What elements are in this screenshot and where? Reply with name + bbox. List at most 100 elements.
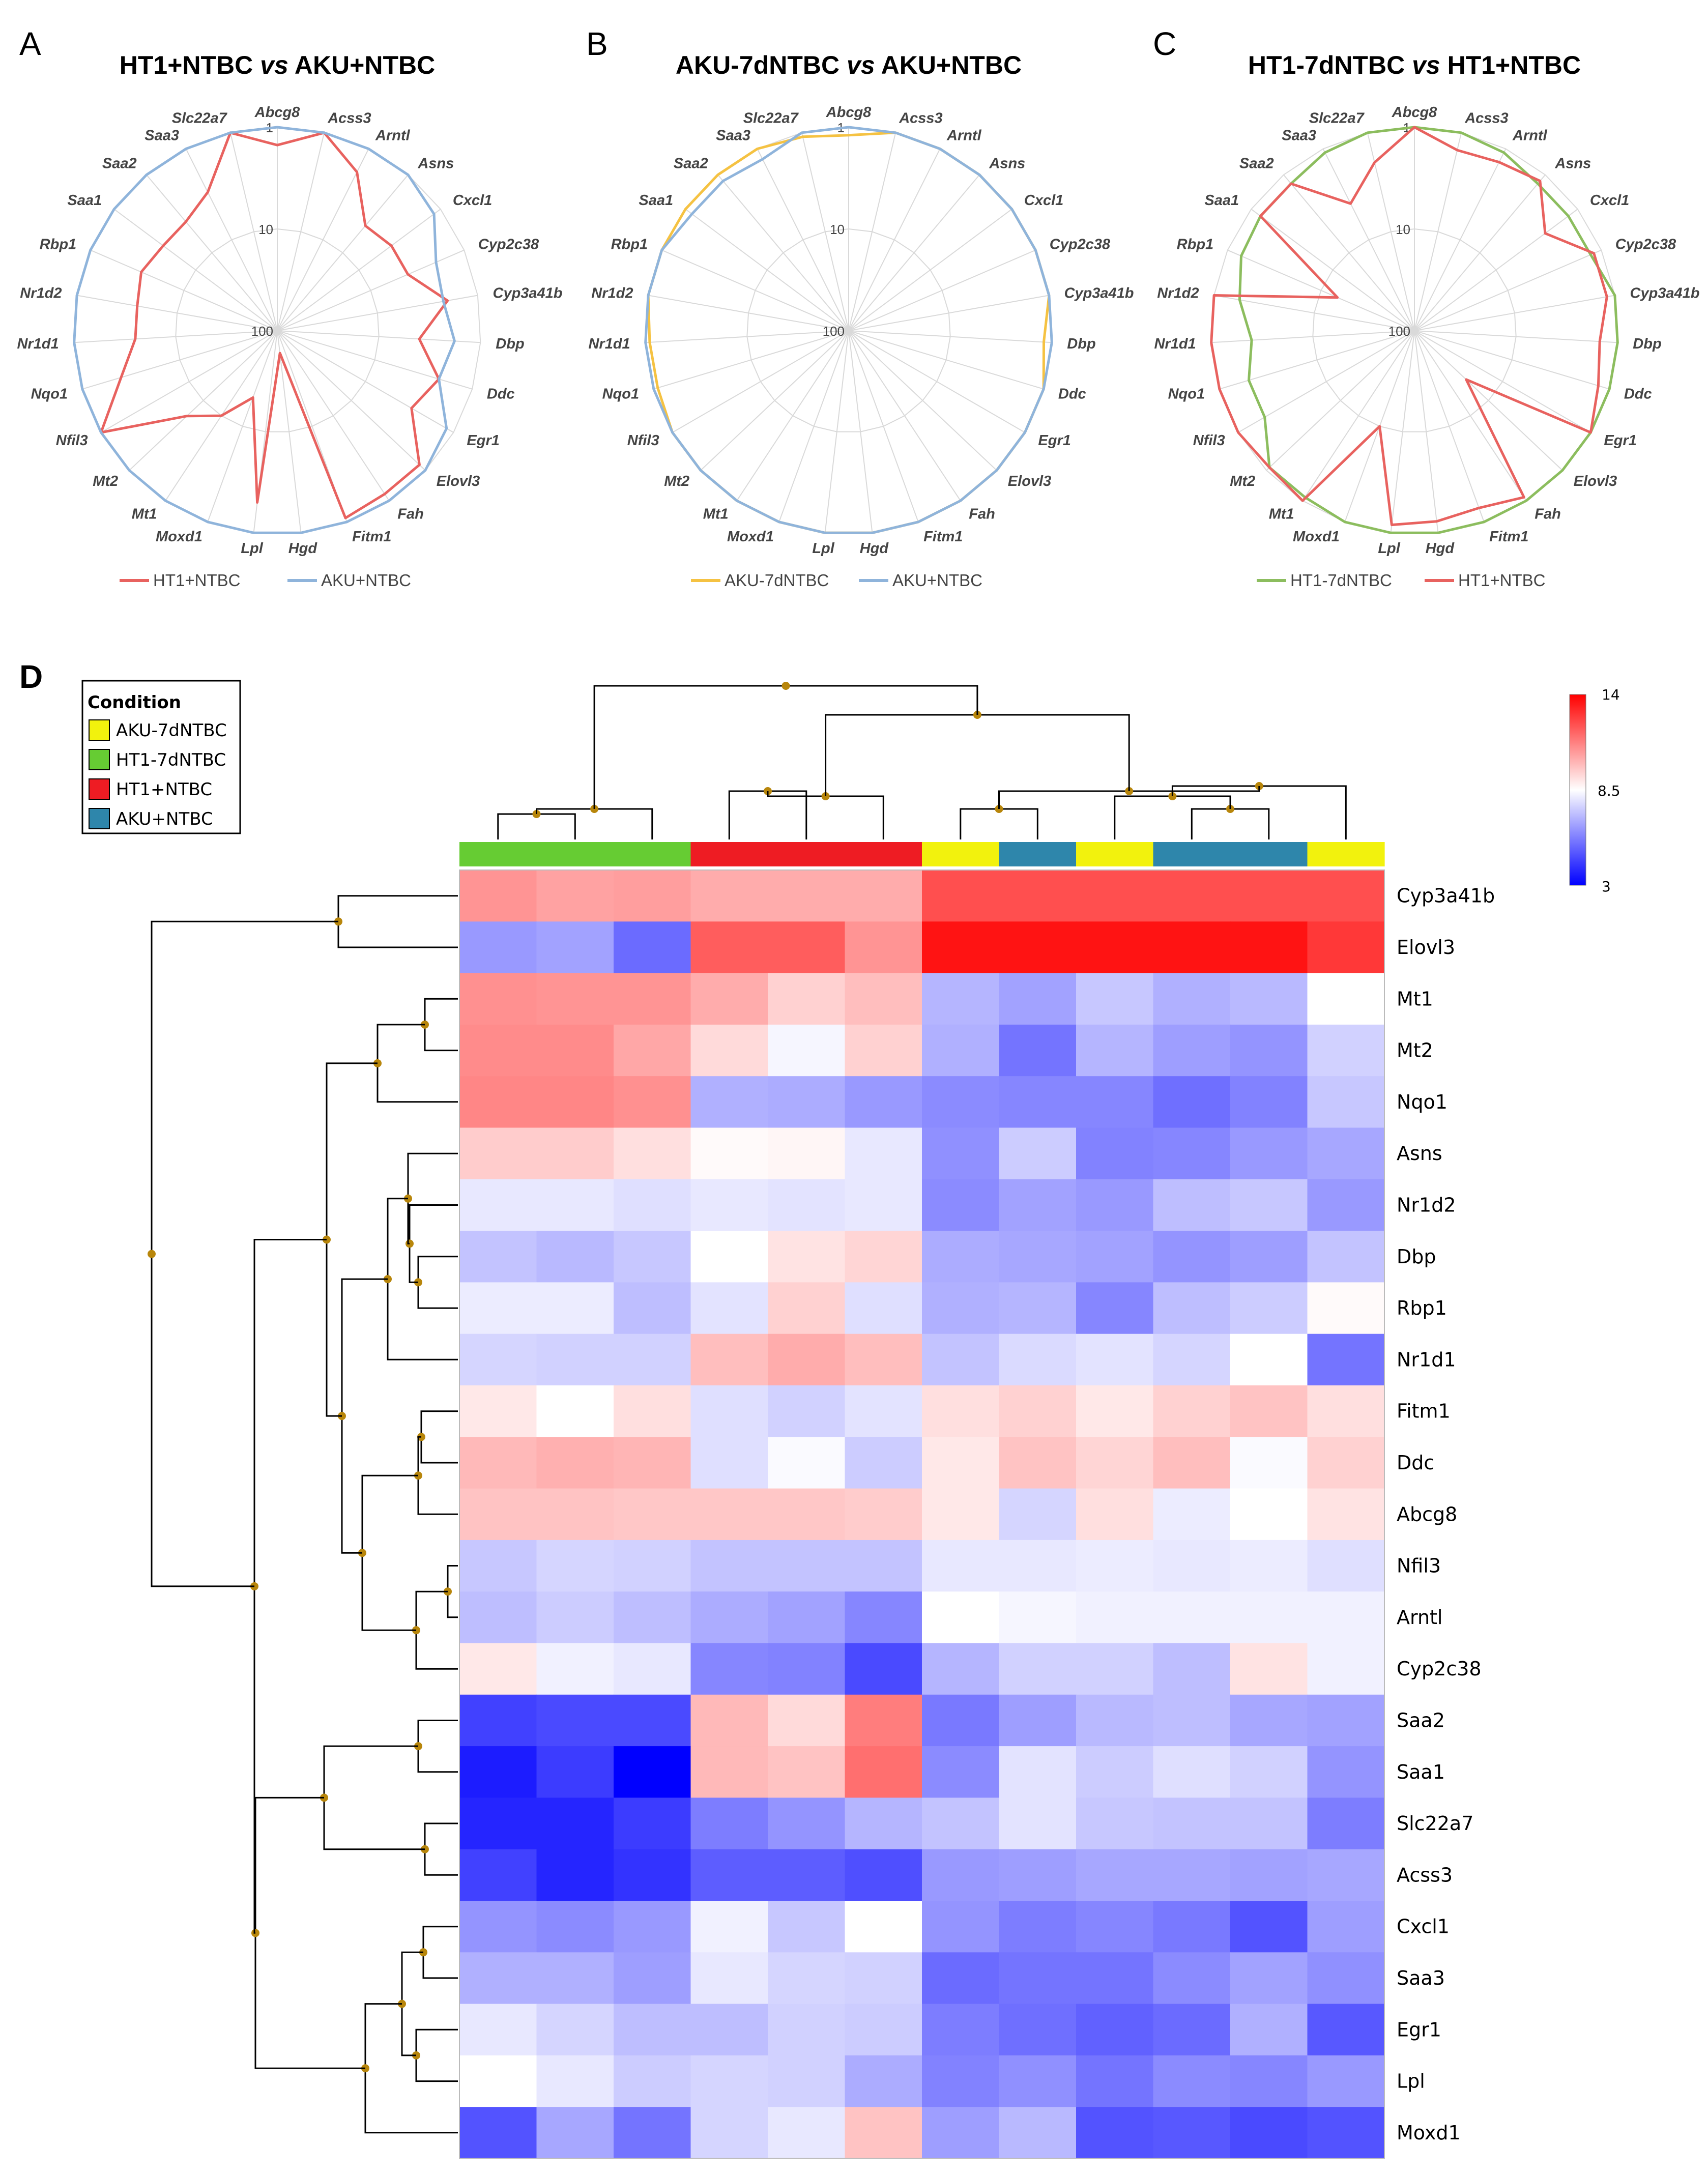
radar-gene-label: Saa1 — [1204, 192, 1239, 209]
heatmap-cell — [690, 1282, 768, 1335]
heatmap-cell — [459, 1591, 537, 1644]
heatmap-row-label: Elovl3 — [1397, 936, 1455, 959]
heatmap-cell — [614, 1643, 691, 1695]
dendrogram-branch — [361, 1474, 418, 1631]
heatmap-cell — [690, 1333, 768, 1386]
radar-axis-tick: 100 — [1388, 324, 1410, 339]
condition-legend-swatch — [89, 778, 110, 800]
radar-spoke — [1414, 330, 1563, 471]
radar-gene-label: Fitm1 — [923, 529, 963, 545]
heatmap-cell — [922, 1901, 1000, 1953]
radar-gene-label: Nr1d1 — [588, 336, 630, 352]
heatmap-cell — [690, 1488, 768, 1541]
radar-gene-label: Elovl3 — [1574, 473, 1617, 489]
heatmap-cell — [690, 1231, 768, 1283]
condition-bar-cell — [614, 842, 691, 866]
heatmap-cell — [1230, 1849, 1308, 1901]
dendrogram-branch — [417, 1720, 458, 1773]
radar-gene-label: Cyp2c38 — [478, 237, 539, 253]
heatmap-cell — [1076, 1694, 1154, 1747]
radar-gene-label: Saa1 — [67, 192, 102, 209]
radar-spoke — [185, 149, 278, 331]
heatmap-row-label: Abcg8 — [1397, 1503, 1457, 1525]
radar-gene-label: Hgd — [288, 540, 318, 557]
radar-gene-label: Lpl — [241, 540, 263, 557]
heatmap-cell — [690, 973, 768, 1025]
radar-spoke — [74, 330, 278, 343]
radar-spoke — [277, 330, 473, 390]
radar-gene-label: Rbp1 — [1177, 237, 1214, 253]
heatmap-cell — [536, 1540, 614, 1592]
heatmap-cell — [1230, 1437, 1308, 1489]
heatmap-cell — [1230, 1540, 1308, 1592]
radar-spoke — [848, 209, 1012, 331]
heatmap-cell — [614, 1437, 691, 1489]
panel-label-c: C — [1153, 25, 1176, 62]
color-scale-mid: 8.5 — [1598, 782, 1620, 799]
heatmap-cell — [536, 1694, 614, 1747]
heatmap-cell — [1153, 1282, 1231, 1335]
radar-spoke — [277, 330, 454, 433]
heatmap-cell — [999, 973, 1077, 1025]
heatmap-cell — [1076, 921, 1154, 974]
radar-axis-tick: 10 — [258, 222, 273, 237]
radar-spoke — [848, 249, 1036, 331]
heatmap-cell — [1153, 2004, 1231, 2056]
heatmap-cell — [690, 1643, 768, 1695]
heatmap-cell — [614, 1076, 691, 1128]
dendrogram-branch — [420, 1410, 458, 1464]
heatmap-cell — [1307, 1746, 1385, 1798]
radar-title-a: HT1+NTBC vs AKU+NTBC — [120, 51, 435, 79]
radar-gene-label: Arntl — [946, 128, 982, 144]
heatmap-cell — [459, 1076, 537, 1128]
heatmap-cell — [768, 2107, 846, 2159]
heatmap-cell — [536, 1076, 614, 1128]
heatmap-cell — [922, 1385, 1000, 1437]
heatmap-cell — [1153, 1333, 1231, 1386]
radar-spoke — [277, 249, 465, 331]
heatmap-cell — [536, 1643, 614, 1695]
heatmap-cell — [1153, 1076, 1231, 1128]
radar-spoke — [848, 295, 1050, 331]
dendrogram-branch — [417, 1256, 458, 1309]
heatmap-cell — [999, 1179, 1077, 1231]
radar-grid-ring — [175, 228, 380, 432]
condition-legend-label: AKU-7dNTBC — [116, 720, 227, 741]
heatmap-panel-d: Condition AKU-7dNTBC HT1-7dNTBC HT1+NTBC AK… — [81, 680, 1620, 2159]
heatmap-cell — [690, 2004, 768, 2056]
heatmap-cell — [1230, 1231, 1308, 1283]
heatmap-cell — [768, 1901, 846, 1953]
radar-gene-label: Elovl3 — [1008, 473, 1051, 489]
heatmap-row-label: Nr1d1 — [1397, 1348, 1456, 1371]
heatmap-cell — [1153, 1024, 1231, 1077]
heatmap-cell — [768, 1385, 846, 1437]
heatmap-cell — [768, 1127, 846, 1180]
heatmap-cell — [459, 1282, 537, 1335]
heatmap-cell — [1230, 2004, 1308, 2056]
heatmap-cell — [1230, 1024, 1308, 1077]
heatmap-cell — [690, 1179, 768, 1231]
heatmap-cell — [1230, 1901, 1308, 1953]
radar-spoke — [824, 330, 849, 533]
heatmap-row-label: Arntl — [1397, 1606, 1443, 1629]
radar-spoke — [778, 330, 849, 523]
radar-gene-label: Nr1d2 — [591, 285, 633, 301]
radar-gene-label: Dbp — [1067, 336, 1095, 352]
radar-spoke — [1211, 330, 1415, 343]
radar-spoke — [146, 174, 278, 331]
condition-bar-cell — [999, 842, 1077, 866]
radar-series-line — [644, 126, 1053, 534]
heatmap-cell — [1307, 1437, 1385, 1489]
radar-spoke — [1414, 330, 1485, 523]
heatmap-cell — [768, 2004, 846, 2056]
dendrogram-branch — [424, 1822, 458, 1876]
condition-bar-cell — [690, 842, 768, 866]
heatmap-cell — [690, 1540, 768, 1592]
dendrogram-branch — [409, 1204, 458, 1283]
dendrogram-branch — [424, 998, 458, 1052]
radar-gene-label: Dbp — [1633, 336, 1661, 352]
heatmap-row-label: Saa2 — [1397, 1709, 1445, 1732]
heatmap-cell — [614, 921, 691, 974]
heatmap-cell — [1076, 1179, 1154, 1231]
